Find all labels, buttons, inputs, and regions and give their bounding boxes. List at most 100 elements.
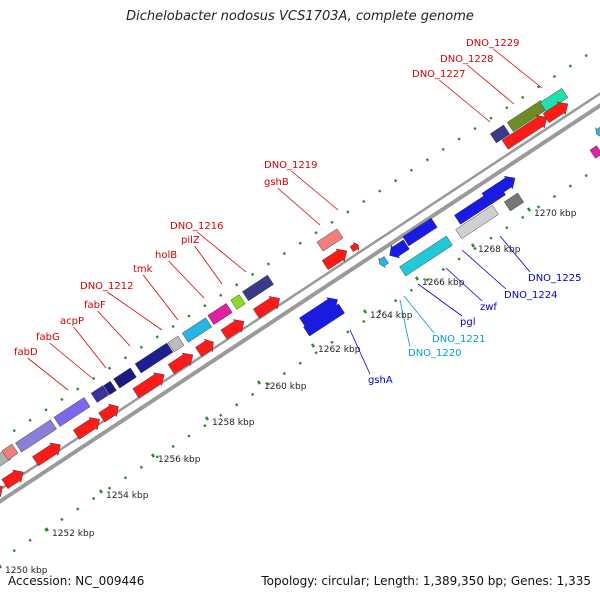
guide-dot [393, 298, 398, 303]
leader-line-forward [107, 291, 163, 331]
forward-cds-9 [252, 296, 280, 319]
guide-dot [107, 486, 112, 490]
gene-label-forward: fabF [84, 300, 106, 311]
leader-line-forward [493, 48, 543, 89]
guide-dot [552, 194, 557, 199]
leader-line-forward [194, 245, 223, 285]
guide-dot [235, 283, 239, 287]
guide-dot [28, 538, 32, 542]
upper-guide-line [12, 53, 588, 433]
guide-dot [282, 371, 287, 376]
forward-feature-13 [316, 228, 344, 252]
guide-dot [76, 507, 80, 511]
leader-line-forward [73, 326, 107, 369]
forward-cds-4 [98, 403, 119, 423]
gene-label-forward: DNO_1229 [466, 38, 520, 49]
guide-dot [489, 236, 493, 240]
reverse-feature-8 [504, 192, 524, 212]
guide-dot [266, 262, 271, 266]
guide-dot [473, 246, 477, 251]
scale-tick-label: 1252 kbp [52, 529, 95, 539]
reverse-feature-7 [455, 205, 499, 239]
guide-dot [44, 408, 48, 412]
gene-label-forward: DNO_1212 [80, 281, 134, 292]
guide-dot [250, 272, 255, 277]
forward-feature-8 [167, 335, 185, 353]
guide-dot [409, 288, 414, 292]
forward-feature-2 [15, 419, 57, 453]
forward-feature-12 [242, 274, 274, 302]
leader-line-forward [97, 310, 131, 347]
gene-label-reverse: DNO_1224 [504, 290, 558, 301]
leader-line-forward [291, 170, 339, 211]
scale-tick-label: 1262 kbp [318, 345, 361, 355]
reverse-feature-small [378, 256, 389, 268]
guide-dot [441, 267, 445, 272]
guide-dot [362, 199, 366, 204]
guide-dot [584, 53, 588, 58]
guide-dot [552, 74, 557, 79]
guide-dot [457, 257, 461, 261]
guide-dot [155, 455, 159, 459]
guide-dot [568, 64, 573, 68]
scale-tick-mark [44, 527, 50, 532]
guide-dot [139, 465, 143, 469]
gene-label-forward: pilZ [181, 235, 200, 246]
gene-label-forward: DNO_1219 [264, 160, 318, 171]
guide-dot [12, 549, 16, 553]
forward-cds-0 [0, 483, 3, 503]
guide-dot [505, 226, 509, 230]
gene-label-forward: DNO_1227 [412, 69, 466, 80]
guide-dot [346, 210, 350, 214]
guide-dot [298, 361, 302, 365]
leader-line-forward [467, 64, 515, 105]
guide-dot [584, 173, 588, 178]
forward-cds-small [349, 241, 359, 252]
reverse-feature-1 [303, 303, 345, 337]
guide-dot [219, 413, 223, 417]
guide-dot [76, 387, 80, 391]
guide-dot [409, 168, 414, 172]
forward-feature-10 [207, 303, 233, 325]
gene-label-forward: DNO_1216 [170, 221, 224, 232]
scale-tick-label: 1264 kbp [370, 311, 413, 321]
gene-label-forward: acpP [60, 316, 84, 327]
scale-tick-label: 1250 kbp [5, 566, 48, 576]
scale-tick-mark [98, 489, 104, 494]
guide-dot [266, 382, 271, 386]
leader-line-forward [27, 357, 69, 391]
forward-cds-5 [132, 372, 165, 399]
guide-dot [521, 215, 525, 219]
forward-feature-4 [90, 385, 110, 403]
gene-label-forward: fabD [14, 347, 38, 358]
backbone-gap [0, 95, 600, 494]
leader-line-forward [439, 79, 491, 123]
forward-feature-9 [181, 317, 213, 343]
forward-feature-14 [490, 124, 510, 144]
forward-feature-16 [539, 87, 569, 113]
guide-dot [314, 231, 318, 235]
guide-dot [187, 314, 191, 318]
leader-line-forward [197, 231, 247, 273]
forward-cds-2 [32, 442, 61, 467]
guide-dot [92, 376, 96, 381]
guide-dot [330, 220, 334, 224]
backbone-line [0, 103, 600, 504]
figure-title: Dichelobacter nodosus VCS1703A, complete… [126, 9, 474, 24]
forward-cds-6 [167, 352, 194, 375]
guide-dot [187, 434, 191, 438]
leader-line-reverse [445, 267, 483, 302]
forward-feature-6 [113, 367, 137, 389]
forward-cds-10 [321, 248, 348, 271]
scale-tick-mark [150, 453, 156, 458]
leader-line-forward [277, 187, 321, 226]
gene-label-reverse: DNO_1221 [432, 334, 486, 345]
scale-tick-mark [256, 380, 262, 385]
gene-label-forward: holB [155, 250, 177, 261]
gene-label-reverse: DNO_1220 [408, 348, 462, 359]
gene-label-forward: gshB [264, 177, 289, 188]
gene-label-forward: fabG [36, 332, 60, 343]
guide-dot [314, 351, 318, 355]
leader-line-reverse [499, 235, 531, 273]
